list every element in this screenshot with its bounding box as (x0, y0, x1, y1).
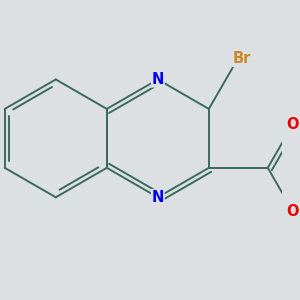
Text: N: N (152, 72, 164, 87)
Text: Br: Br (232, 51, 251, 66)
Text: N: N (152, 190, 164, 205)
Text: O: O (286, 117, 299, 132)
Text: O: O (286, 204, 299, 219)
